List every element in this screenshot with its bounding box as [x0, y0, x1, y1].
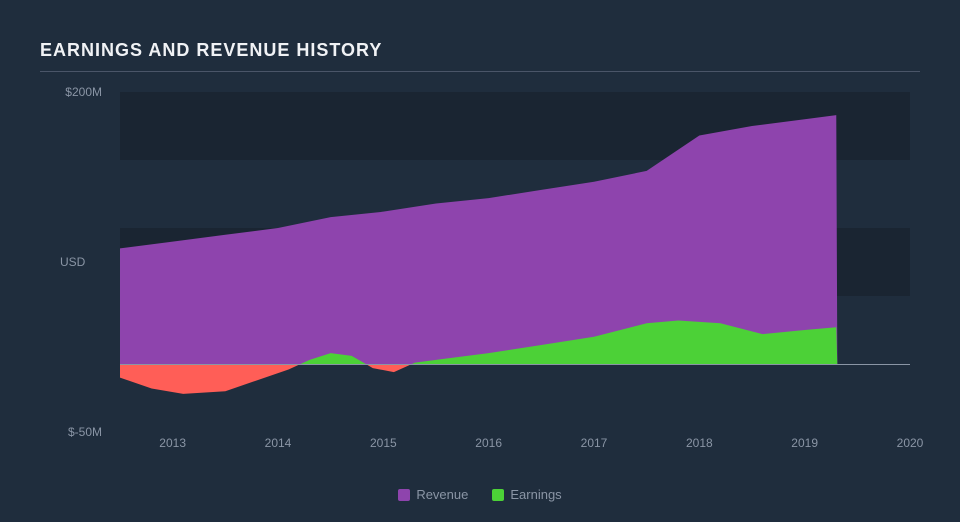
legend-label: Revenue [416, 487, 468, 502]
legend-swatch [492, 489, 504, 501]
chart-title: EARNINGS AND REVENUE HISTORY [40, 40, 920, 61]
y-tick-label: $200M [65, 85, 102, 99]
x-tick-label: 2017 [581, 436, 608, 450]
chart-svg [120, 92, 910, 432]
legend: Revenue Earnings [0, 487, 960, 502]
legend-item: Earnings [492, 487, 561, 502]
y-axis: USD $200M$-50M [40, 92, 110, 472]
title-divider [40, 71, 920, 72]
x-tick-label: 2015 [370, 436, 397, 450]
x-axis: 20132014201520162017201820192020 [120, 436, 910, 452]
chart-area: USD $200M$-50M 2013 2014 2015 2016 2017 2018 2… [40, 92, 920, 472]
x-tick-label: 2019 [791, 436, 818, 450]
x-tick-label: 2014 [265, 436, 292, 450]
legend-swatch [398, 489, 410, 501]
chart-card: EARNINGS AND REVENUE HISTORY USD $200M$-… [0, 0, 960, 522]
x-tick-label: 2013 [159, 436, 186, 450]
legend-item: Revenue [398, 487, 468, 502]
y-tick-label: $-50M [68, 425, 102, 439]
x-tick-label: 2018 [686, 436, 713, 450]
x-tick-label: 2020 [897, 436, 924, 450]
zero-axis-line [120, 364, 910, 365]
y-axis-title: USD [60, 255, 85, 269]
x-tick-label: 2016 [475, 436, 502, 450]
plot-region [120, 92, 910, 432]
legend-label: Earnings [510, 487, 561, 502]
